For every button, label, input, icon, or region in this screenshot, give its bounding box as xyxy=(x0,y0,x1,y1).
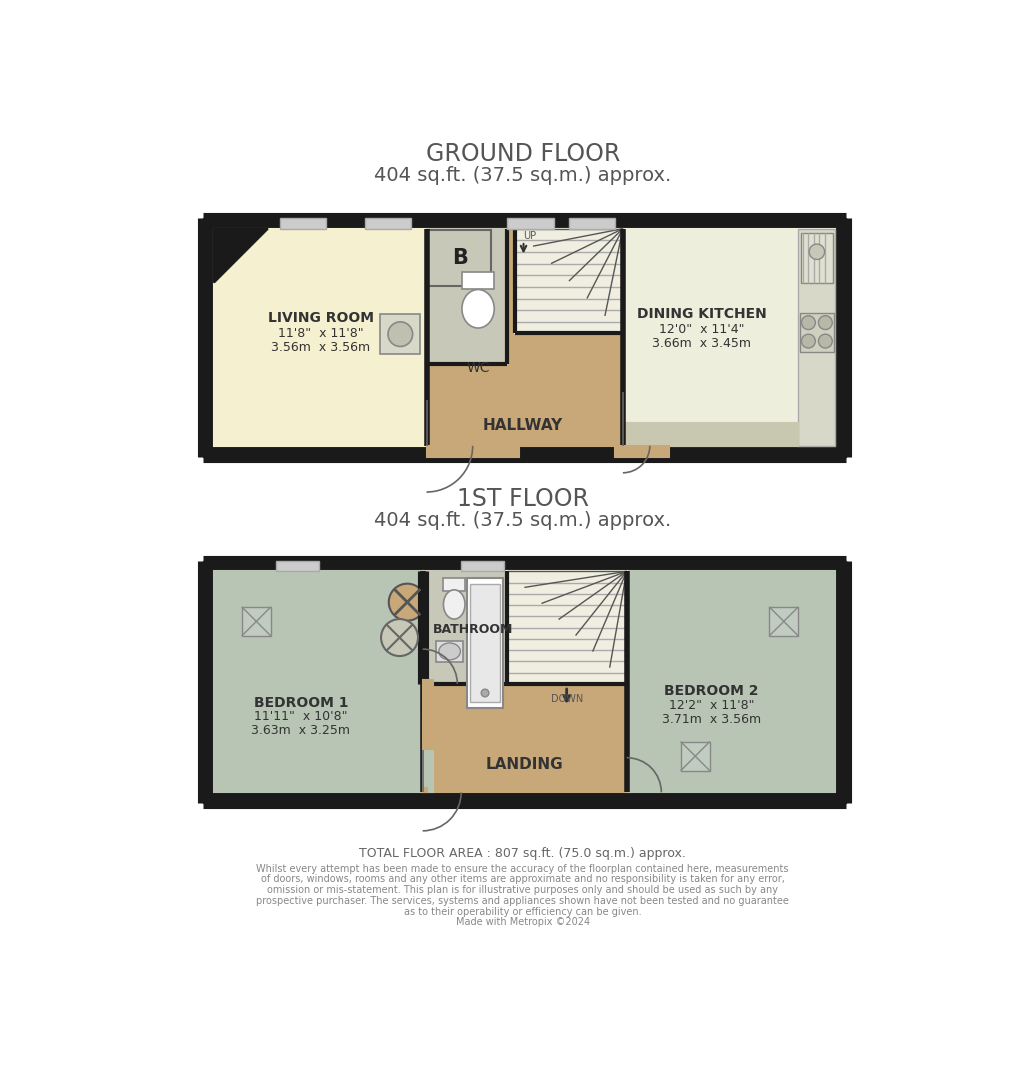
Bar xyxy=(626,571,835,792)
Text: GROUND FLOOR: GROUND FLOOR xyxy=(425,142,620,166)
Text: LIVING ROOM: LIVING ROOM xyxy=(268,312,374,324)
Text: prospective purchaser. The services, systems and appliances shown have not been : prospective purchaser. The services, sys… xyxy=(256,896,789,906)
Text: 404 sq.ft. (37.5 sq.m.) approx.: 404 sq.ft. (37.5 sq.m.) approx. xyxy=(374,166,671,185)
Bar xyxy=(614,446,668,457)
Bar xyxy=(214,229,426,446)
Bar xyxy=(799,314,833,351)
Text: 11'11"  x 10'8": 11'11" x 10'8" xyxy=(254,710,347,723)
Text: 3.56m  x 3.56m: 3.56m x 3.56m xyxy=(271,341,370,354)
Bar xyxy=(426,446,519,457)
Bar xyxy=(428,231,491,286)
Bar xyxy=(422,683,626,792)
Circle shape xyxy=(801,334,814,348)
Ellipse shape xyxy=(438,642,460,660)
Text: Made with Metropix ©2024: Made with Metropix ©2024 xyxy=(455,917,589,927)
Text: 12'0"  x 11'4": 12'0" x 11'4" xyxy=(658,323,744,336)
Bar xyxy=(214,571,422,792)
Ellipse shape xyxy=(443,590,465,619)
Text: 1ST FLOOR: 1ST FLOOR xyxy=(457,487,588,511)
Text: Whilst every attempt has been made to ensure the accuracy of the floorplan conta: Whilst every attempt has been made to en… xyxy=(256,863,789,873)
Text: BEDROOM 2: BEDROOM 2 xyxy=(663,685,758,699)
Bar xyxy=(768,607,798,636)
Circle shape xyxy=(481,689,488,696)
Bar xyxy=(426,229,506,364)
Text: 3.71m  x 3.56m: 3.71m x 3.56m xyxy=(661,713,760,725)
Text: 404 sq.ft. (37.5 sq.m.) approx.: 404 sq.ft. (37.5 sq.m.) approx. xyxy=(374,511,671,530)
Bar xyxy=(242,607,271,636)
Bar xyxy=(800,233,833,282)
Bar xyxy=(422,680,433,749)
Bar xyxy=(203,561,846,803)
Text: 3.66m  x 3.45m: 3.66m x 3.45m xyxy=(651,337,750,350)
Bar xyxy=(426,229,623,446)
Bar xyxy=(798,229,835,446)
Text: TOTAL FLOOR AREA : 807 sq.ft. (75.0 sq.m.) approx.: TOTAL FLOOR AREA : 807 sq.ft. (75.0 sq.m… xyxy=(359,846,686,859)
Bar xyxy=(443,578,465,592)
Bar xyxy=(569,218,614,229)
Bar xyxy=(680,742,709,771)
Text: DOWN: DOWN xyxy=(550,694,582,704)
Text: B: B xyxy=(451,248,467,268)
Circle shape xyxy=(388,583,425,621)
Circle shape xyxy=(381,619,418,657)
Bar xyxy=(623,423,798,446)
Bar xyxy=(203,218,846,457)
Bar xyxy=(435,640,463,662)
Circle shape xyxy=(817,316,832,330)
Bar xyxy=(280,218,326,229)
Text: BEDROOM 1: BEDROOM 1 xyxy=(254,696,347,710)
Bar xyxy=(623,229,835,446)
Bar xyxy=(466,578,503,708)
Text: UP: UP xyxy=(523,231,536,240)
Text: 11'8"  x 11'8": 11'8" x 11'8" xyxy=(278,327,364,340)
Bar xyxy=(422,716,433,792)
Bar xyxy=(461,561,503,571)
Bar xyxy=(506,218,553,229)
Bar xyxy=(380,314,420,355)
Circle shape xyxy=(808,244,823,260)
Text: as to their operability or efficiency can be given.: as to their operability or efficiency ca… xyxy=(404,907,641,916)
Circle shape xyxy=(387,322,413,346)
Circle shape xyxy=(817,334,832,348)
Text: of doors, windows, rooms and any other items are approximate and no responsibili: of doors, windows, rooms and any other i… xyxy=(261,874,784,884)
Bar xyxy=(422,788,426,792)
Bar xyxy=(276,561,318,571)
Polygon shape xyxy=(214,229,268,282)
Bar xyxy=(469,583,500,702)
Bar xyxy=(365,218,411,229)
Text: BATHROOM: BATHROOM xyxy=(432,623,513,636)
Text: DINING KITCHEN: DINING KITCHEN xyxy=(636,307,765,321)
Text: HALLWAY: HALLWAY xyxy=(482,418,562,433)
Text: 12'2"  x 11'8": 12'2" x 11'8" xyxy=(668,699,753,711)
Text: WC: WC xyxy=(466,361,489,375)
Text: 3.63m  x 3.25m: 3.63m x 3.25m xyxy=(252,724,351,737)
Bar xyxy=(506,571,626,683)
Bar xyxy=(515,229,623,333)
Bar xyxy=(462,272,494,289)
Text: omission or mis-statement. This plan is for illustrative purposes only and shoul: omission or mis-statement. This plan is … xyxy=(267,885,777,895)
Bar xyxy=(422,571,506,683)
Text: LANDING: LANDING xyxy=(485,757,562,772)
Circle shape xyxy=(801,316,814,330)
Ellipse shape xyxy=(462,290,494,328)
